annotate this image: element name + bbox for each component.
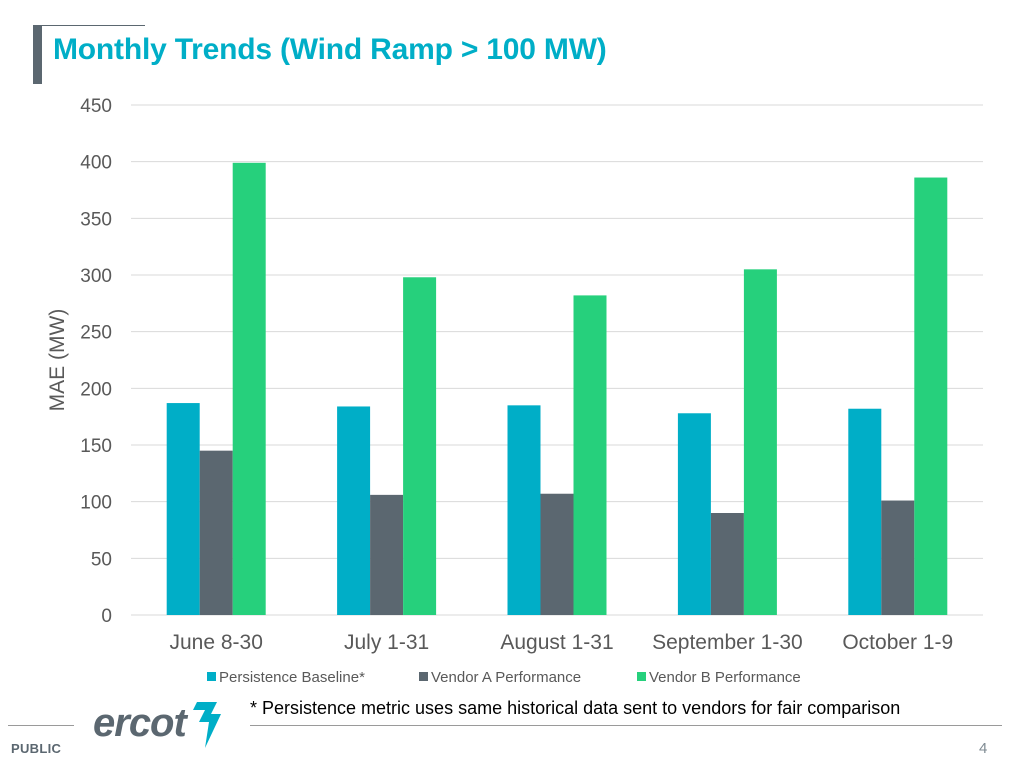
bar-vendor-a-performance	[540, 493, 574, 615]
y-tick-label: 400	[80, 153, 112, 174]
x-axis-category-labels: June 8-30 July 1-31 August 1-31 September 1…	[169, 631, 953, 654]
legend-label: Persistence Baseline*	[219, 669, 365, 686]
bar-vendor-b-performance	[232, 162, 266, 616]
bar-vendor-b-performance	[403, 277, 437, 615]
y-tick-label: 200	[80, 379, 112, 400]
bar-vendor-b-performance	[914, 177, 948, 616]
bar-vendor-a-performance	[881, 500, 915, 615]
y-tick-label: 150	[80, 436, 112, 457]
legend-swatch	[637, 672, 646, 681]
y-tick-label: 50	[91, 549, 112, 570]
y-tick-label: 300	[80, 266, 112, 287]
bar-vendor-a-performance	[710, 513, 744, 615]
bar-vendor-b-performance	[743, 269, 777, 615]
title-top-rule	[33, 25, 145, 26]
footer-rule-left	[8, 725, 74, 726]
chart-legend: Persistence Baseline* Vendor A Performanc…	[207, 669, 801, 686]
bar-vendor-a-performance	[370, 494, 404, 615]
bar-chart: 0 50 100 150 200 250 300 350 400 450 June 8-30 Jul…	[46, 96, 983, 686]
title-accent-bar	[33, 26, 42, 84]
x-category-label: September 1-30	[652, 631, 803, 654]
y-axis-title: MAE (MW)	[46, 309, 69, 412]
ercot-logo-text: ercot	[93, 701, 188, 745]
bar-vendor-a-performance	[199, 450, 233, 615]
x-category-label: July 1-31	[344, 631, 429, 654]
y-tick-label: 100	[80, 493, 112, 514]
footer-rule	[250, 725, 1002, 726]
x-category-label: August 1-31	[500, 631, 613, 654]
y-axis-tick-labels: 0 50 100 150 200 250 300 350 400 450	[80, 96, 112, 627]
footer-classification: PUBLIC	[11, 741, 62, 756]
bar-persistence-baseline	[166, 403, 200, 615]
legend-swatch	[207, 672, 216, 681]
bar-persistence-baseline	[848, 408, 882, 615]
footnote: * Persistence metric uses same historica…	[250, 698, 901, 718]
page-number: 4	[979, 740, 988, 757]
legend-label: Vendor B Performance	[649, 669, 801, 686]
x-category-label: October 1-9	[842, 631, 953, 654]
bar-persistence-baseline	[677, 413, 711, 615]
x-category-label: June 8-30	[169, 631, 262, 654]
y-tick-label: 450	[80, 96, 112, 117]
legend-swatch	[419, 672, 428, 681]
page-title: Monthly Trends (Wind Ramp > 100 MW)	[53, 33, 607, 66]
bar-persistence-baseline	[337, 406, 371, 615]
ercot-bolt-icon	[193, 702, 221, 748]
y-tick-label: 0	[101, 606, 112, 627]
bar-vendor-b-performance	[573, 295, 607, 615]
legend-label: Vendor A Performance	[431, 669, 581, 686]
y-tick-label: 350	[80, 209, 112, 230]
chart-bars	[166, 162, 948, 616]
ercot-logo: ercot	[93, 701, 221, 748]
bar-persistence-baseline	[507, 405, 541, 615]
y-tick-label: 250	[80, 323, 112, 344]
